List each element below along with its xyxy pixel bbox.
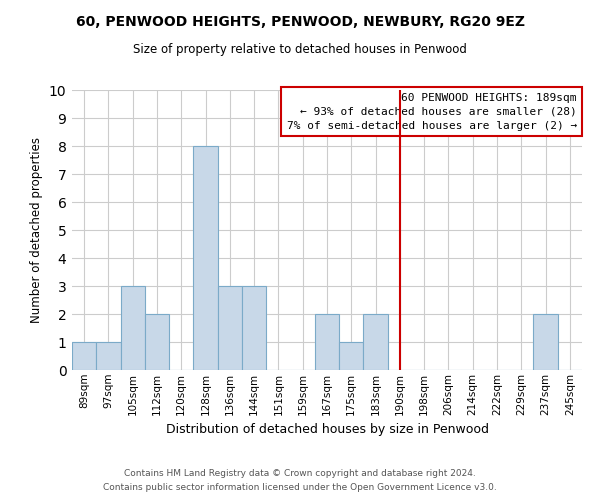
Y-axis label: Number of detached properties: Number of detached properties bbox=[30, 137, 43, 323]
Bar bbox=[242, 286, 266, 370]
Text: 60, PENWOOD HEIGHTS, PENWOOD, NEWBURY, RG20 9EZ: 60, PENWOOD HEIGHTS, PENWOOD, NEWBURY, R… bbox=[76, 15, 524, 29]
X-axis label: Distribution of detached houses by size in Penwood: Distribution of detached houses by size … bbox=[166, 423, 488, 436]
Bar bbox=[315, 314, 339, 370]
Bar bbox=[121, 286, 145, 370]
Text: 60 PENWOOD HEIGHTS: 189sqm
← 93% of detached houses are smaller (28)
7% of semi-: 60 PENWOOD HEIGHTS: 189sqm ← 93% of deta… bbox=[287, 93, 577, 131]
Bar bbox=[193, 146, 218, 370]
Text: Size of property relative to detached houses in Penwood: Size of property relative to detached ho… bbox=[133, 42, 467, 56]
Bar bbox=[364, 314, 388, 370]
Text: Contains public sector information licensed under the Open Government Licence v3: Contains public sector information licen… bbox=[103, 484, 497, 492]
Bar bbox=[145, 314, 169, 370]
Bar bbox=[218, 286, 242, 370]
Bar bbox=[339, 342, 364, 370]
Bar bbox=[72, 342, 96, 370]
Bar bbox=[533, 314, 558, 370]
Bar bbox=[96, 342, 121, 370]
Text: Contains HM Land Registry data © Crown copyright and database right 2024.: Contains HM Land Registry data © Crown c… bbox=[124, 468, 476, 477]
